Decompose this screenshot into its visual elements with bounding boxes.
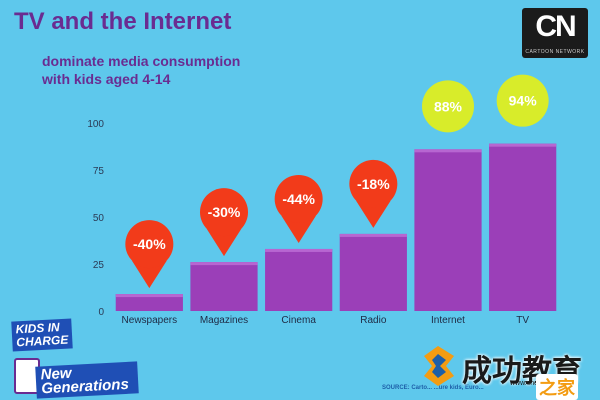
- pin-marker: [125, 220, 174, 269]
- watermark-logo-icon: [424, 346, 454, 386]
- data-label: -30%: [208, 204, 241, 220]
- cartoon-network-logo: CN CARTOON NETWORK: [522, 8, 588, 58]
- logo-subtext: CARTOON NETWORK: [525, 49, 585, 55]
- data-label: -40%: [133, 236, 166, 252]
- bar-top: [115, 294, 183, 298]
- bar-top: [414, 149, 482, 153]
- x-tick-label: TV: [516, 315, 529, 326]
- x-tick-label: Internet: [431, 315, 465, 326]
- y-tick-label: 50: [93, 213, 105, 224]
- source-note: SOURCE: Carto... ...ure kids, Euro...: [382, 385, 484, 391]
- logo-text: CN: [535, 10, 576, 43]
- subtitle-line-1: dominate media consumption: [42, 53, 241, 69]
- x-tick-label: Newspapers: [122, 315, 178, 326]
- chart-subtitle: dominate media consumption with kids age…: [42, 52, 240, 88]
- bar-top: [339, 233, 407, 237]
- kids-in-charge-logo: KIDS IN CHARGE New Generations: [8, 318, 139, 399]
- data-label: -18%: [357, 176, 390, 192]
- chart-title: TV and the Internet: [14, 8, 232, 35]
- pin-tail: [281, 215, 316, 243]
- x-tick-label: Cinema: [281, 315, 316, 326]
- y-tick-label: 25: [93, 260, 105, 271]
- pin-marker: [200, 188, 248, 237]
- bar: [190, 262, 258, 311]
- pin-tail: [206, 228, 242, 257]
- x-tick-label: Radio: [360, 315, 387, 326]
- y-tick-label: 75: [93, 166, 105, 177]
- bar: [115, 294, 183, 311]
- y-tick-label: 100: [87, 119, 104, 130]
- watermark-url: www.chengu...: [510, 380, 556, 387]
- data-label: 94%: [509, 93, 538, 109]
- bar-top: [489, 143, 557, 147]
- x-tick-label: Magazines: [200, 315, 248, 326]
- bar: [339, 233, 407, 311]
- bar: [414, 149, 482, 311]
- new-generations-label: New Generations: [35, 361, 139, 399]
- pin-tail: [132, 260, 167, 289]
- data-label: 88%: [434, 98, 463, 114]
- subtitle-line-2: with kids aged 4-14: [42, 71, 171, 87]
- pin-marker: [349, 159, 398, 208]
- pin-tail: [356, 200, 391, 228]
- bar-top: [265, 248, 333, 252]
- bar: [265, 248, 333, 311]
- circle-marker: [422, 80, 474, 133]
- pin-marker: [274, 174, 323, 223]
- bar-top: [190, 262, 258, 266]
- kids-line-1: KIDS IN CHARGE: [11, 318, 73, 352]
- y-tick-label: 0: [98, 307, 104, 318]
- bar: [489, 143, 557, 311]
- watermark-tag: 之家: [536, 374, 578, 400]
- circle-marker: [496, 74, 549, 127]
- data-label: -44%: [282, 191, 315, 207]
- watermark: 成功教育 www.chengu... 之家: [418, 340, 600, 400]
